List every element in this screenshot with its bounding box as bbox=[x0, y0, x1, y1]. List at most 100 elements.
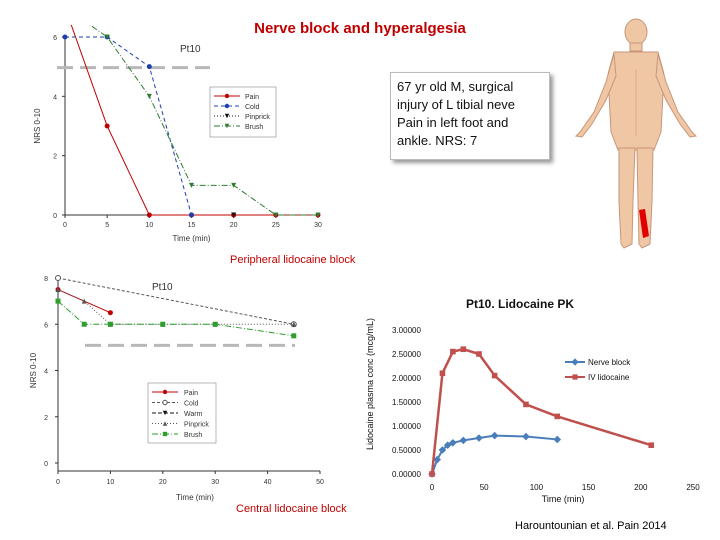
data-point-brush bbox=[107, 321, 113, 327]
series-line-pinprick bbox=[57, 289, 294, 325]
x-tick-label: 10 bbox=[107, 479, 115, 486]
legend-label: Cold bbox=[184, 401, 199, 408]
data-point-nerve-block bbox=[449, 439, 457, 447]
y-tick-label: 8 bbox=[44, 276, 48, 283]
x-tick-label: 30 bbox=[211, 479, 219, 486]
chart-lidocaine-pk: Pt10. Lidocaine PK 0.00000 0.50000 1.00000 1… bbox=[365, 297, 700, 504]
data-point-iv-lidocaine bbox=[429, 471, 435, 477]
y-tick-label: 1.00000 bbox=[392, 422, 421, 431]
data-point-brush bbox=[315, 212, 321, 218]
y-tick-label: 0.00000 bbox=[392, 470, 421, 479]
series-line-iv-lidocaine bbox=[430, 347, 652, 475]
legend-marker bbox=[162, 431, 168, 437]
legend-marker bbox=[224, 93, 230, 99]
x-axis-label: Time (min) bbox=[542, 494, 585, 504]
data-point-cold bbox=[55, 275, 61, 281]
data-point-pain bbox=[146, 212, 152, 218]
y-tick-label: 6 bbox=[53, 35, 57, 42]
data-point-cold bbox=[146, 64, 152, 70]
legend-marker bbox=[571, 358, 579, 366]
y-axis-label: NRS 0-10 bbox=[33, 108, 42, 144]
data-point-iv-lidocaine bbox=[460, 346, 467, 352]
legend-marker bbox=[224, 113, 230, 119]
data-point-brush bbox=[231, 182, 237, 188]
legend-label: Nerve block bbox=[588, 358, 631, 367]
x-axis-label: Time (min) bbox=[173, 234, 211, 243]
x-tick-label: 50 bbox=[480, 483, 489, 492]
data-point-pinprick bbox=[81, 298, 87, 304]
data-point-brush bbox=[146, 93, 152, 99]
series-line-cold bbox=[57, 277, 294, 325]
data-point-brush bbox=[189, 182, 194, 188]
chart-central-block: 0 2 4 6 8 0 10 20 30 40 50 Time (min) NRS 0-10 Pt10 Pa… bbox=[30, 275, 324, 502]
data-point-nerve-block bbox=[438, 446, 447, 454]
x-tick-label: 250 bbox=[686, 483, 700, 492]
data-point-brush bbox=[104, 34, 110, 40]
data-point-cold bbox=[189, 212, 194, 218]
data-point-brush bbox=[81, 321, 87, 327]
x-tick-label: 200 bbox=[634, 483, 648, 492]
legend-label: Pinprick bbox=[245, 114, 270, 121]
y-tick-label: 3.00000 bbox=[392, 326, 421, 335]
legend-marker bbox=[162, 421, 168, 426]
y-tick-label: 0.50000 bbox=[392, 446, 421, 455]
patient-info-callout: 67 yr old M, surgical injury of L tibial… bbox=[390, 72, 550, 160]
data-point-brush bbox=[55, 298, 61, 304]
legend-marker bbox=[162, 410, 168, 416]
legend-label: Brush bbox=[245, 124, 263, 131]
data-point-nerve-block bbox=[459, 436, 468, 445]
legend-label: Pain bbox=[184, 390, 198, 397]
data-point-brush bbox=[291, 333, 297, 339]
caption-central-block: Central lidocaine block bbox=[236, 503, 347, 515]
data-point-iv-lidocaine bbox=[491, 372, 498, 379]
series-line-cold bbox=[65, 36, 192, 216]
x-tick-label: 25 bbox=[272, 222, 280, 229]
data-point-nerve-block bbox=[475, 434, 483, 442]
legend-box bbox=[209, 86, 277, 138]
data-point-iv-lidocaine bbox=[554, 413, 561, 420]
y-tick-label: 4 bbox=[53, 94, 57, 101]
data-point-pain bbox=[104, 123, 110, 129]
y-tick-label: 2.00000 bbox=[392, 374, 421, 383]
x-tick-label: 10 bbox=[145, 222, 153, 229]
data-point-iv-lidocaine bbox=[523, 401, 529, 408]
left-ankle-pain-mark bbox=[639, 209, 649, 238]
legend-marker bbox=[162, 389, 168, 395]
data-point-pain bbox=[107, 310, 113, 316]
legend-marker bbox=[224, 103, 230, 109]
data-point-pinprick bbox=[291, 321, 297, 327]
series-line-nerve-block bbox=[431, 434, 558, 475]
x-tick-label: 50 bbox=[316, 479, 324, 486]
x-tick-label: 15 bbox=[188, 222, 196, 229]
data-point-iv-lidocaine bbox=[648, 442, 655, 448]
x-tick-label: 150 bbox=[582, 483, 596, 492]
x-tick-label: 20 bbox=[230, 222, 238, 229]
y-tick-label: 0 bbox=[44, 461, 48, 468]
legend-label: Cold bbox=[245, 104, 260, 111]
chart-title: Pt10 bbox=[180, 44, 201, 55]
y-axis-label: Lidocaine plasma conc (mcg/mL) bbox=[365, 318, 375, 450]
legend-label: Warm bbox=[184, 411, 203, 418]
x-tick-label: 40 bbox=[264, 479, 272, 486]
x-tick-label: 0 bbox=[56, 479, 60, 486]
data-point-nerve-block bbox=[522, 432, 530, 441]
y-tick-label: 4 bbox=[44, 369, 48, 376]
y-tick-label: 1.50000 bbox=[392, 398, 421, 407]
data-point-brush bbox=[212, 321, 218, 327]
citation: Harountounian et al. Pain 2014 bbox=[515, 520, 667, 532]
data-point-cold bbox=[62, 34, 68, 40]
legend-marker bbox=[162, 399, 168, 406]
chart-title: Pt10. Lidocaine PK bbox=[466, 297, 574, 311]
y-tick-label: 2.50000 bbox=[392, 350, 421, 359]
x-tick-label: 20 bbox=[159, 479, 167, 486]
chart-peripheral-block: 0 2 4 6 0 5 10 15 20 25 30 Time (min) NRS 0-10 Pt10 Pa… bbox=[33, 25, 322, 243]
legend-label: IV lidocaine bbox=[588, 373, 630, 382]
data-point-pinprick bbox=[55, 287, 61, 293]
x-tick-label: 30 bbox=[314, 222, 322, 229]
data-point-brush bbox=[160, 321, 166, 327]
data-point-nerve-block bbox=[490, 431, 499, 440]
y-tick-label: 2 bbox=[44, 415, 48, 422]
legend-label: Pinprick bbox=[184, 422, 209, 429]
legend-label: Pain bbox=[245, 94, 259, 101]
y-tick-label: 6 bbox=[44, 322, 48, 329]
